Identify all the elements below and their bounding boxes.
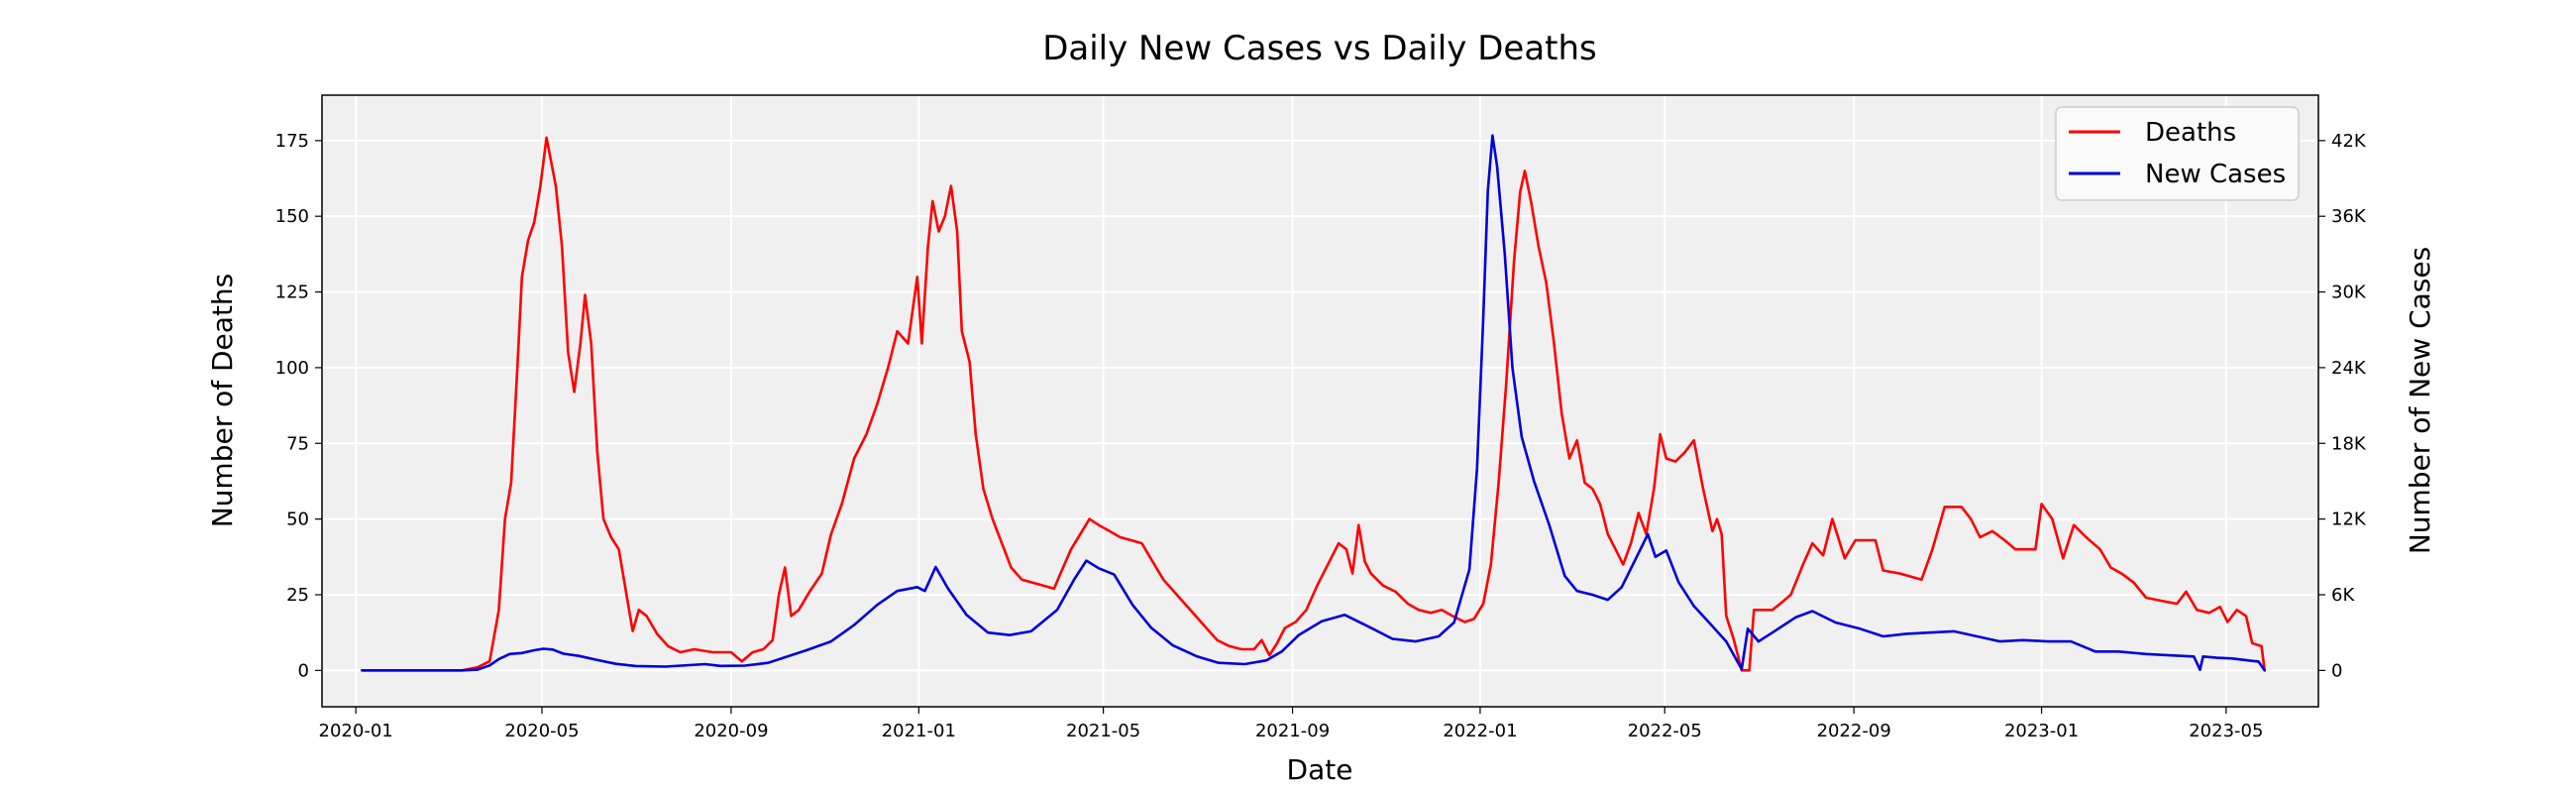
y-right-tick-label: 24K [2331, 358, 2367, 379]
y-right-tick-label: 36K [2331, 206, 2367, 227]
plot-frame [321, 94, 2319, 708]
series-line-new-cases [361, 134, 2266, 672]
x-tick-label: 2020-05 [504, 721, 579, 741]
y-left-tick-label: 50 [286, 510, 309, 530]
series-lines [361, 134, 2266, 672]
chart-title: Daily New Cases vs Daily Deaths [1042, 29, 1597, 68]
y-right-tick-label: 0 [2331, 660, 2342, 681]
y-axis-right-title: Number of New Cases [2404, 247, 2436, 554]
x-axis: 2020-01 2020-05 2020-09 2021-01 2021-05 2021-… [319, 707, 2263, 741]
y-left-tick-label: 175 [275, 131, 309, 152]
y-right-tick-label: 6K [2331, 585, 2355, 606]
y-right-tick-label: 30K [2331, 283, 2367, 303]
y-axis-left: 0 25 50 75 100 125 150 175 [275, 131, 322, 681]
x-tick-label: 2020-09 [694, 721, 768, 741]
series-line-deaths [361, 136, 2266, 672]
x-tick-label: 2021-05 [1066, 721, 1140, 741]
y-left-tick-label: 25 [286, 585, 309, 606]
y-right-tick-label: 42K [2331, 131, 2367, 152]
x-tick-label: 2021-09 [1255, 721, 1330, 741]
y-left-tick-label: 125 [275, 283, 309, 303]
legend-label-deaths: Deaths [2145, 118, 2236, 148]
x-tick-label: 2023-01 [2004, 721, 2079, 741]
legend: Deaths New Cases [2055, 106, 2300, 201]
y-right-tick-label: 18K [2331, 433, 2367, 454]
y-left-tick-label: 150 [275, 206, 309, 227]
x-tick-label: 2020-01 [319, 721, 393, 741]
y-left-tick-label: 0 [298, 660, 309, 681]
x-axis-title: Date [1287, 753, 1353, 786]
y-right-tick-label: 12K [2331, 510, 2367, 530]
plot-area [322, 95, 2318, 707]
x-tick-label: 2022-01 [1443, 721, 1517, 741]
grid-lines [322, 95, 2318, 707]
legend-label-new-cases: New Cases [2145, 160, 2286, 189]
y-left-tick-label: 75 [286, 433, 309, 454]
x-tick-label: 2022-09 [1817, 721, 1891, 741]
x-tick-label: 2022-05 [1628, 721, 1702, 741]
x-tick-label: 2023-05 [2189, 721, 2263, 741]
y-axis-right: 0 6K 12K 18K 24K 30K 36K 42K [2318, 131, 2367, 681]
y-axis-left-title: Number of Deaths [206, 274, 239, 528]
x-tick-label: 2021-01 [882, 721, 956, 741]
y-left-tick-label: 100 [275, 358, 309, 379]
